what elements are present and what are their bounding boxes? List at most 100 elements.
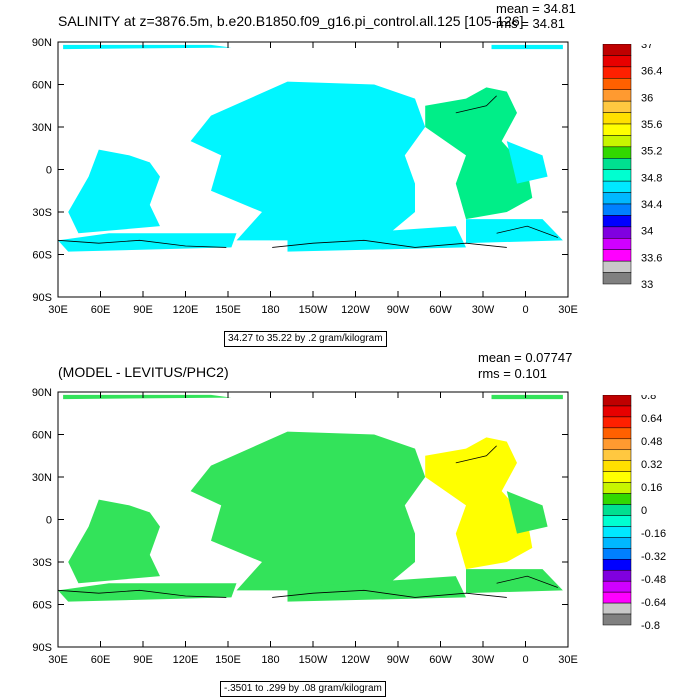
panel1-xlabel: 120E <box>173 304 199 316</box>
panel1-colorbar-label: 34 <box>641 226 653 238</box>
panel2-colorbar-cell <box>602 405 632 418</box>
panel2-contour-2 <box>496 575 558 588</box>
panel1-colorbar-cell <box>602 215 632 228</box>
panel2-ylabel: 90S <box>32 642 52 654</box>
panel1-colorbar-cell <box>602 272 632 285</box>
panel1-xlabel: 60E <box>91 304 111 316</box>
panel1-xlabel: 180 <box>261 304 279 316</box>
panel1-ylabel: 60S <box>32 250 52 262</box>
panel1-range-label: 34.27 to 35.22 by .2 gram/kilogram <box>224 331 387 347</box>
panel2-title: (MODEL - LEVITUS/PHC2) <box>58 364 229 380</box>
panel1-ylabel: 90N <box>32 37 52 49</box>
panel2-colorbar-cell <box>602 416 632 429</box>
panel1-ylabel: 60N <box>32 80 52 92</box>
panel2-xlabel: 120E <box>173 654 199 666</box>
panel1-ocean-region-3 <box>58 233 237 252</box>
panel2-xlabel: 180 <box>261 654 279 666</box>
panel2-colorbar-label: 0.8 <box>641 395 656 402</box>
panel1-ylabel: 0 <box>46 165 52 177</box>
panel1-colorbar-cell <box>602 66 632 79</box>
panel2-colorbar-label: 0.48 <box>641 436 662 448</box>
panel2-colorbar-label: -0.32 <box>641 551 666 563</box>
panel2-colorbar-label: -0.16 <box>641 528 666 540</box>
panel2-colorbar-label: 0.16 <box>641 482 662 494</box>
panel1-colorbar-cell <box>602 123 632 136</box>
panel2-colorbar-cell <box>602 548 632 560</box>
panel1-colorbar-label: 37 <box>641 44 653 51</box>
panel1-ocean-region-2 <box>68 149 160 234</box>
panel1-ocean-region-1 <box>491 44 563 50</box>
panel1-colorbar-label: 35.6 <box>641 119 662 131</box>
panel2-ylabel: 30N <box>32 472 52 484</box>
panel2-colorbar-label: 0 <box>641 505 647 517</box>
panel2-xlabel: 30E <box>48 654 68 666</box>
panel2-colorbar-cell <box>602 526 632 538</box>
panel1-colorbar-cell <box>602 112 632 125</box>
panel2-colorbar-cell <box>602 537 632 549</box>
panel1-ylabel: 30N <box>32 122 52 134</box>
panel2-range-label: -.3501 to .299 by .08 gram/kilogram <box>220 681 386 697</box>
panel1-colorbar-cell <box>602 158 632 170</box>
panel2-colorbar-cell <box>602 395 632 407</box>
panel1-xlabel: 0 <box>522 304 528 316</box>
panel1-colorbar-label: 34.8 <box>641 172 662 184</box>
panel1-colorbar-cell <box>602 100 632 113</box>
panel1-colorbar-cell <box>602 55 632 68</box>
panel1-ylabel: 30S <box>32 207 52 219</box>
panel1-colorbar-label: 33 <box>641 279 653 291</box>
panel2-xlabel: 60W <box>429 654 452 666</box>
panel2-contour-1 <box>272 589 507 598</box>
panel2-colorbar-cell <box>602 460 632 472</box>
panel2-ocean-region-8 <box>506 491 548 534</box>
panel1-colorbar-cell <box>602 226 632 239</box>
panel2-colorbar-cell <box>602 613 632 626</box>
panel2-ylabel: 60N <box>32 430 52 442</box>
panel2-colorbar-cell <box>602 438 632 451</box>
panel2-xlabel: 0 <box>522 654 528 666</box>
panel1-colorbar-cell <box>602 192 632 205</box>
panel2-ocean-region-3 <box>58 583 237 602</box>
panel2-xlabel: 60E <box>91 654 111 666</box>
panel2-colorbar-cell <box>602 471 632 483</box>
panel1-xlabel: 90W <box>387 304 410 316</box>
panel1-colorbar-cell <box>602 78 632 90</box>
panel1-xlabel: 150W <box>299 304 328 316</box>
panel2-colorbar-cell <box>602 591 632 604</box>
panel1-colorbar-label: 36 <box>641 92 653 104</box>
panel1-colorbar-cell <box>602 89 632 102</box>
panel1-ocean-region-7 <box>466 219 563 244</box>
panel1-ocean-region-8 <box>506 141 548 184</box>
panel2-colorbar-cell <box>602 427 632 440</box>
panel2-colorbar-label: 0.64 <box>641 413 662 425</box>
panel2-colorbar-label: 0.32 <box>641 459 662 471</box>
panel2-ocean-region-4 <box>190 431 426 591</box>
panel1-rms: rms = 34.81 <box>496 16 566 31</box>
panel1-ocean-region-4 <box>190 81 426 241</box>
panel1-colorbar-label: 35.2 <box>641 146 662 158</box>
panel1-mean: mean = 34.81 <box>496 1 576 16</box>
panel2-colorbar-label: -0.8 <box>641 620 660 632</box>
panel2-colorbar-cell <box>602 449 632 461</box>
panel1-contour-1 <box>272 239 507 248</box>
panel2-ocean-region-7 <box>466 569 563 594</box>
panel1-xlabel: 60W <box>429 304 452 316</box>
panel2-xlabel: 90E <box>133 654 153 666</box>
panel1-ocean-region-6 <box>425 87 533 220</box>
panel1-colorbar-cell <box>602 249 632 262</box>
panel1-ocean-region-0 <box>63 44 232 50</box>
panel2-colorbar-cell <box>602 515 632 527</box>
panel2-colorbar-cell <box>602 559 632 571</box>
panel2-contour-0 <box>57 589 227 598</box>
panel1-title: SALINITY at z=3876.5m, b.e20.B1850.f09_g… <box>58 13 524 29</box>
panel2-colorbar-cell <box>602 569 632 582</box>
panel1-colorbar: 37 36.4 36 35.6 35.2 34.8 34.4 34 33.6 33 <box>602 44 662 291</box>
panel1-colorbar-label: 36.4 <box>641 66 662 78</box>
panel2-ylabel: 0 <box>46 515 52 527</box>
panel2-xlabel: 120W <box>341 654 370 666</box>
panel1-colorbar-cell <box>602 169 632 182</box>
panel1-xlabel: 120W <box>341 304 370 316</box>
panel1-colorbar-cell <box>602 203 632 216</box>
panel1-colorbar-cell <box>602 238 632 250</box>
panel1-xlabel: 150E <box>215 304 241 316</box>
panel1-colorbar-cell <box>602 44 632 56</box>
